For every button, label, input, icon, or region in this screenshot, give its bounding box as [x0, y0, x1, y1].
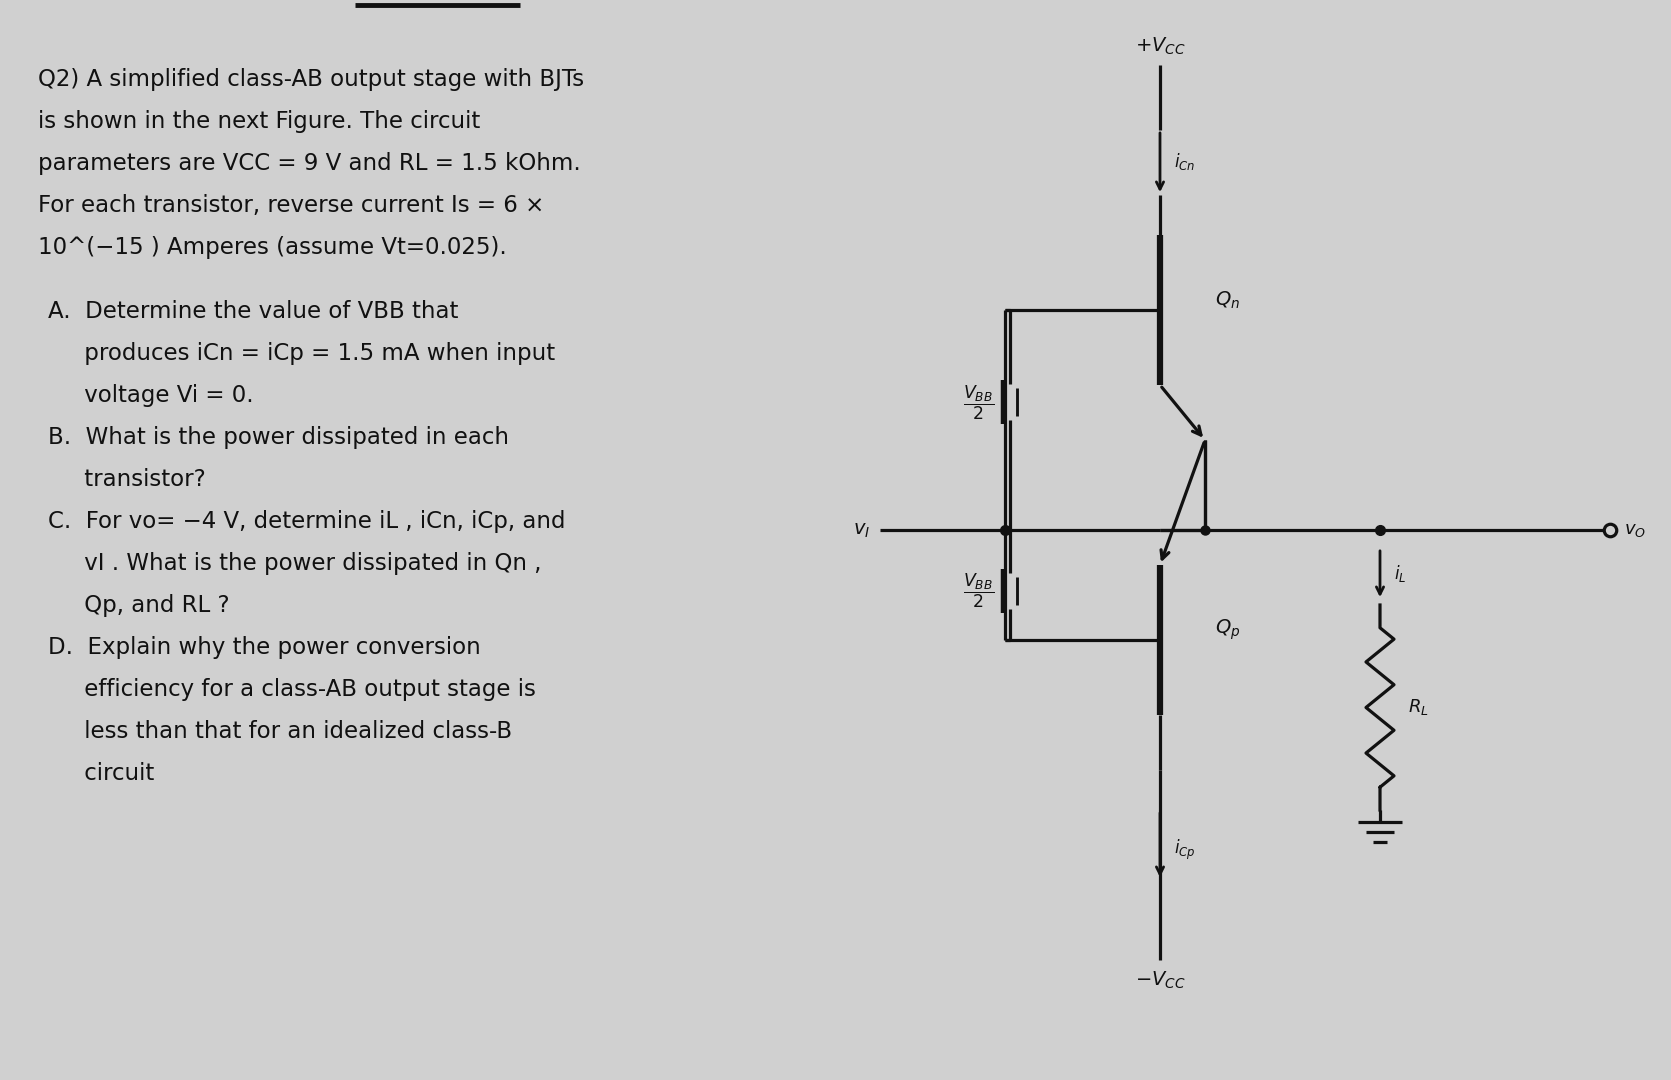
- Text: transistor?: transistor?: [48, 468, 206, 491]
- Text: Qp, and RL ?: Qp, and RL ?: [48, 594, 229, 617]
- Text: $v_I$: $v_I$: [852, 521, 871, 540]
- Text: parameters are VCC = 9 V and RL = 1.5 kOhm.: parameters are VCC = 9 V and RL = 1.5 kO…: [38, 152, 582, 175]
- Text: $\dfrac{V_{BB}}{2}$: $\dfrac{V_{BB}}{2}$: [962, 571, 994, 610]
- Text: voltage Vi = 0.: voltage Vi = 0.: [48, 384, 254, 407]
- Text: $i_{Cn}$: $i_{Cn}$: [1175, 151, 1195, 173]
- Text: 10^(−15 ) Amperes (assume Vt=0.025).: 10^(−15 ) Amperes (assume Vt=0.025).: [38, 237, 506, 259]
- Text: less than that for an idealized class-B: less than that for an idealized class-B: [48, 720, 511, 743]
- Text: circuit: circuit: [48, 762, 154, 785]
- Text: $Q_n$: $Q_n$: [1215, 289, 1240, 311]
- Text: $i_L$: $i_L$: [1394, 564, 1407, 584]
- Text: C.  For vo= −4 V, determine iL , iCn, iCp, and: C. For vo= −4 V, determine iL , iCn, iCp…: [48, 510, 565, 534]
- Text: $+V_{CC}$: $+V_{CC}$: [1135, 36, 1185, 57]
- Text: D.  Explain why the power conversion: D. Explain why the power conversion: [48, 636, 481, 659]
- Text: For each transistor, reverse current Is = 6 ×: For each transistor, reverse current Is …: [38, 194, 545, 217]
- Text: is shown in the next Figure. The circuit: is shown in the next Figure. The circuit: [38, 110, 480, 133]
- Text: A.  Determine the value of VBB that: A. Determine the value of VBB that: [48, 300, 458, 323]
- Text: produces iCn = iCp = 1.5 mA when input: produces iCn = iCp = 1.5 mA when input: [48, 342, 555, 365]
- Text: $Q_p$: $Q_p$: [1215, 618, 1240, 643]
- Text: Q2) A simplified class-AB output stage with BJTs: Q2) A simplified class-AB output stage w…: [38, 68, 585, 91]
- Text: $-V_{CC}$: $-V_{CC}$: [1135, 970, 1185, 991]
- Text: $\dfrac{V_{BB}}{2}$: $\dfrac{V_{BB}}{2}$: [962, 383, 994, 421]
- Text: $R_L$: $R_L$: [1409, 697, 1429, 717]
- Text: $i_{Cp}$: $i_{Cp}$: [1175, 838, 1195, 862]
- Text: $v_O$: $v_O$: [1624, 521, 1646, 539]
- Text: efficiency for a class-AB output stage is: efficiency for a class-AB output stage i…: [48, 678, 536, 701]
- Text: B.  What is the power dissipated in each: B. What is the power dissipated in each: [48, 426, 510, 449]
- Text: vI . What is the power dissipated in Qn ,: vI . What is the power dissipated in Qn …: [48, 552, 541, 575]
